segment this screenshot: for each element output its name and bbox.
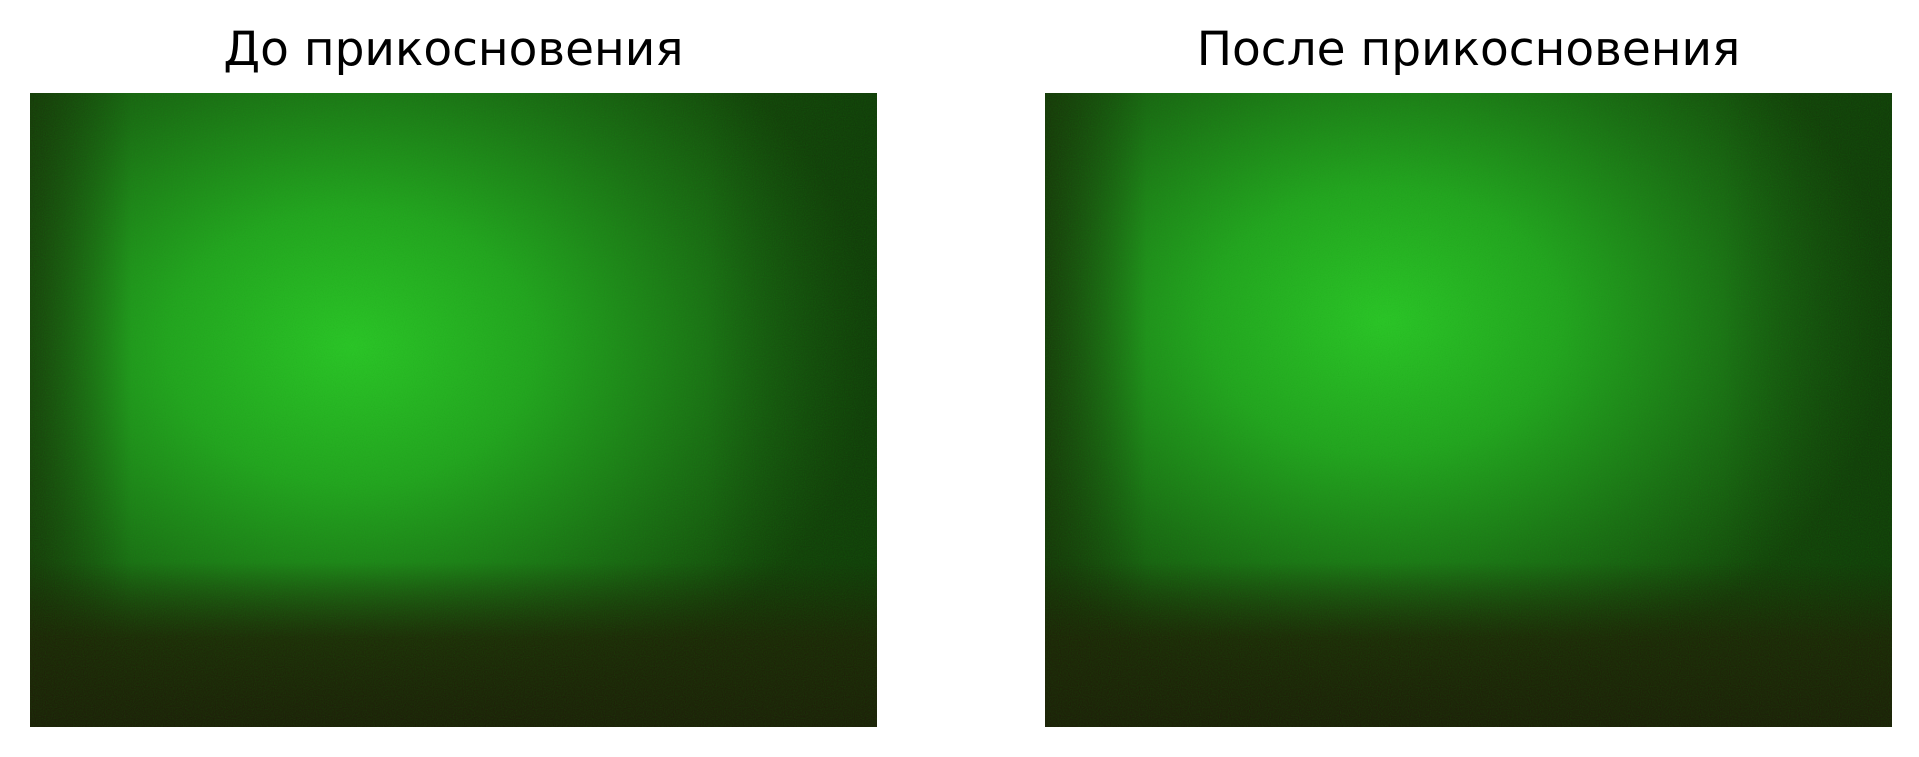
green-glow-image <box>1045 93 1892 727</box>
panel-title-before: До прикосновения <box>223 22 684 77</box>
photo-before <box>30 93 877 727</box>
photo-after <box>1045 93 1892 727</box>
panel-before: До прикосновения <box>30 0 877 757</box>
panel-title-after: После прикосновения <box>1196 22 1741 77</box>
panel-after: После прикосновения <box>1045 0 1892 757</box>
green-glow-image <box>30 93 877 727</box>
